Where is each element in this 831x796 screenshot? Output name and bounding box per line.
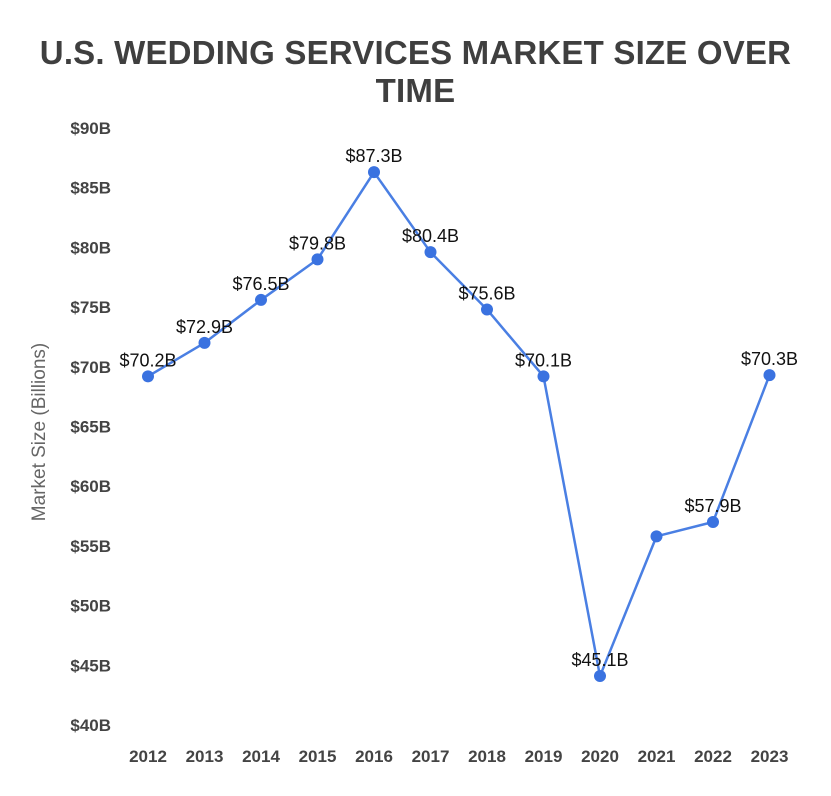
- data-point: [142, 370, 154, 383]
- x-axis-ticks: 2012 2013 2014 2015 2016 2017 2018 2019 2020 2021…: [129, 747, 788, 766]
- y-tick-label: $45B: [70, 656, 111, 675]
- data-label: $45.1B: [571, 650, 628, 670]
- data-label: $70.2B: [119, 350, 176, 370]
- series-line: [147, 170, 771, 678]
- x-tick-label: 2021: [638, 747, 676, 766]
- data-point: [424, 246, 437, 259]
- y-tick-label: $50B: [70, 597, 111, 616]
- data-point: [368, 166, 380, 179]
- data-point: [763, 369, 776, 382]
- data-point: [650, 530, 663, 543]
- y-tick-label: $40B: [70, 716, 111, 735]
- y-tick-label: $90B: [70, 119, 111, 138]
- y-tick-label: $65B: [70, 418, 111, 437]
- x-tick-label: 2022: [694, 747, 732, 766]
- data-labels: $70.2B$72.9B $76.5B $79.8B $87.3B $80.4B $75.…: [119, 146, 798, 670]
- y-tick-label: $55B: [70, 537, 111, 556]
- data-label: $87.3B: [345, 146, 402, 166]
- y-tick-label: $75B: [70, 298, 111, 317]
- data-label: $72.9B: [176, 317, 233, 337]
- data-point: [255, 293, 267, 306]
- data-label: $79.8B: [289, 233, 346, 253]
- series-market-size: [142, 166, 776, 683]
- x-tick-label: 2017: [412, 747, 450, 766]
- x-tick-label: 2019: [525, 747, 563, 766]
- data-point: [311, 253, 324, 266]
- data-label: $70.1B: [515, 350, 572, 370]
- chart-title: U.S. WEDDING SERVICES MARKET SIZE OVER T…: [39, 34, 792, 109]
- x-tick-label: 2018: [468, 747, 506, 766]
- y-tick-label: $60B: [70, 477, 111, 496]
- x-tick-label: 2013: [186, 747, 224, 766]
- data-point: [594, 670, 606, 683]
- x-tick-label: 2020: [581, 747, 619, 766]
- y-tick-label: $85B: [70, 179, 111, 198]
- x-tick-label: 2014: [242, 747, 280, 766]
- y-tick-label: $80B: [70, 238, 111, 257]
- x-tick-label: 2012: [129, 747, 167, 766]
- data-point: [537, 370, 550, 383]
- y-axis-ticks: $40B $45B $50B $55B $60B $65B $70B $75B $80B $85B…: [70, 119, 111, 735]
- x-tick-label: 2015: [299, 747, 337, 766]
- data-point: [481, 303, 493, 316]
- data-label: $80.4B: [402, 226, 459, 246]
- y-tick-label: $70B: [70, 358, 111, 377]
- x-tick-label: 2016: [355, 747, 393, 766]
- data-label: $75.6B: [458, 283, 515, 303]
- data-point: [707, 516, 719, 529]
- data-label: $57.9B: [684, 496, 741, 516]
- data-point: [198, 336, 211, 349]
- data-label: $76.5B: [232, 274, 289, 294]
- data-label: $70.3B: [741, 349, 798, 369]
- x-tick-label: 2023: [751, 747, 789, 766]
- y-axis-title: Market Size (Billions): [29, 343, 50, 521]
